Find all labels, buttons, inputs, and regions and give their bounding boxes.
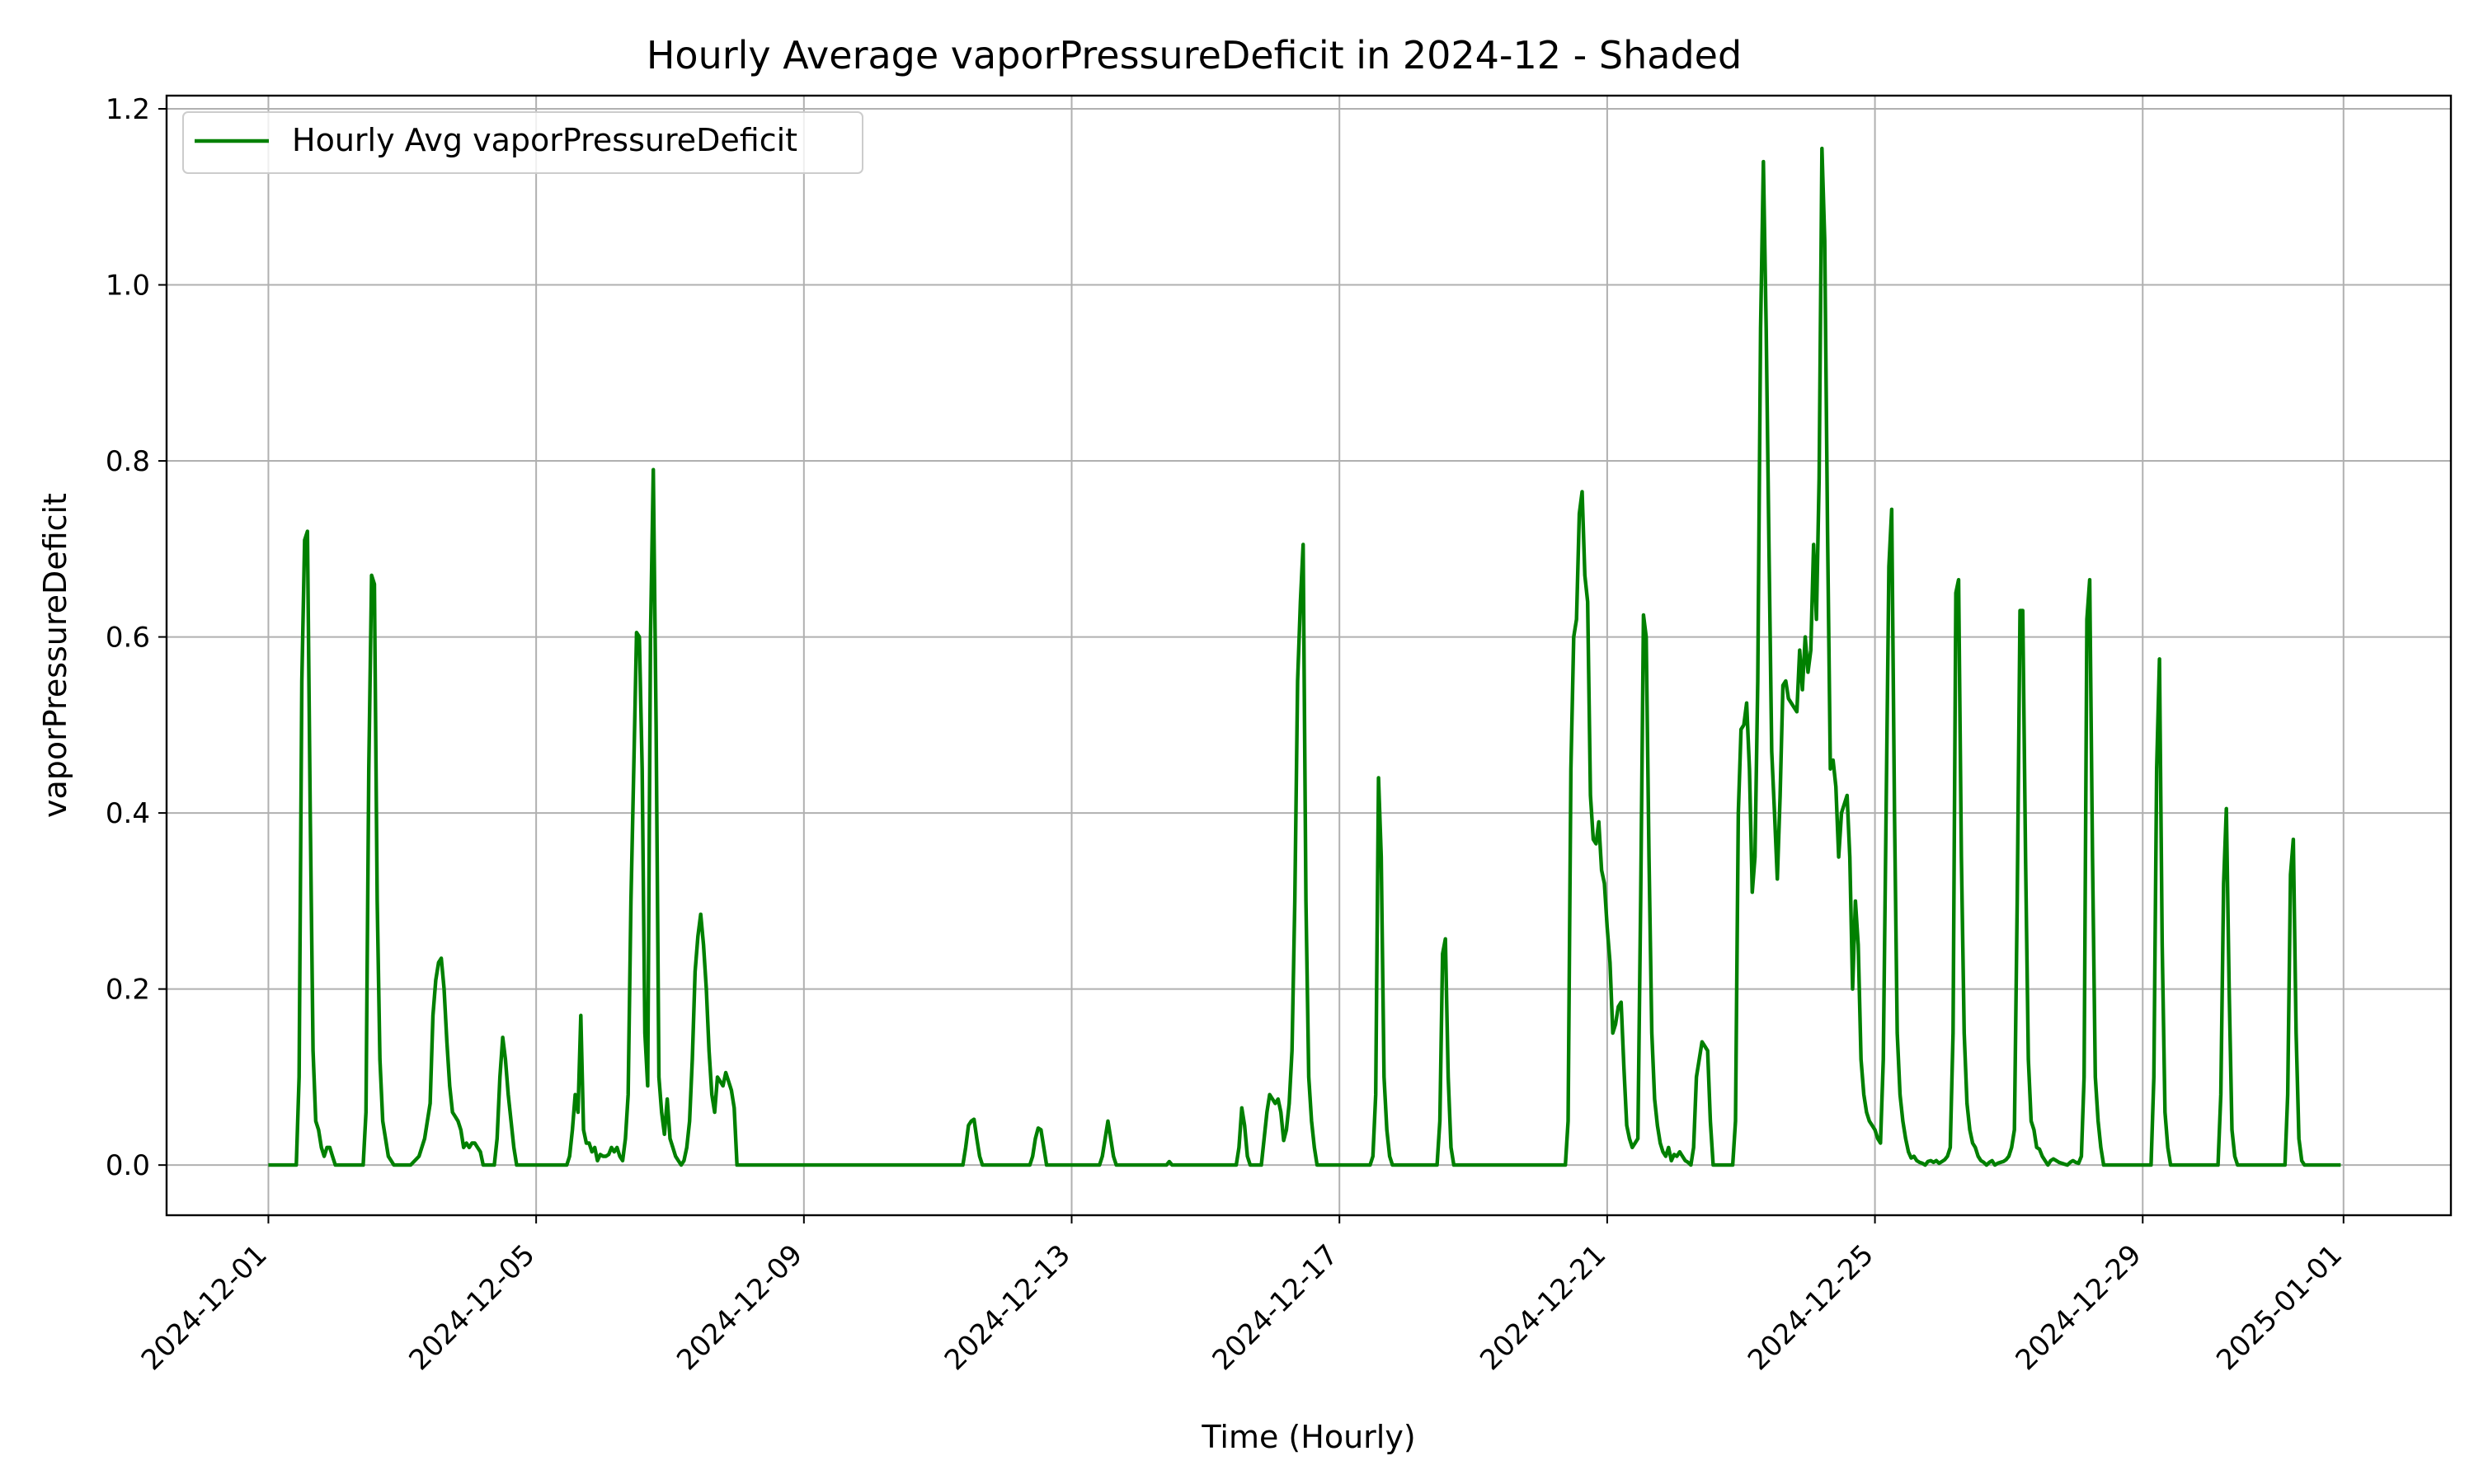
series-layer (268, 146, 2341, 1167)
y-tick-label: 1.2 (106, 93, 150, 126)
x-axis-label: Time (Hourly) (1201, 1419, 1415, 1455)
y-tick-label: 1.0 (106, 270, 150, 303)
series-line (268, 146, 2341, 1167)
y-tick-label: 0.2 (106, 974, 150, 1007)
y-tick-label: 0.0 (106, 1149, 150, 1182)
y-tick-label: 0.4 (106, 797, 150, 830)
legend-label: Hourly Avg vaporPressureDeficit (292, 122, 797, 158)
y-tick-label: 0.8 (106, 445, 150, 478)
legend: Hourly Avg vaporPressureDeficit (182, 111, 863, 174)
y-axis-label: vaporPressureDeficit (37, 493, 73, 818)
y-axis: 0.0 0.2 0.4 0.6 0.8 1.0 1.2 (106, 93, 167, 1182)
chart-title: Hourly Average vaporPressureDeficit in 2… (647, 33, 1742, 77)
legend-box (182, 111, 863, 174)
y-tick-label: 0.6 (106, 622, 150, 655)
plot-frame (165, 94, 2453, 1217)
